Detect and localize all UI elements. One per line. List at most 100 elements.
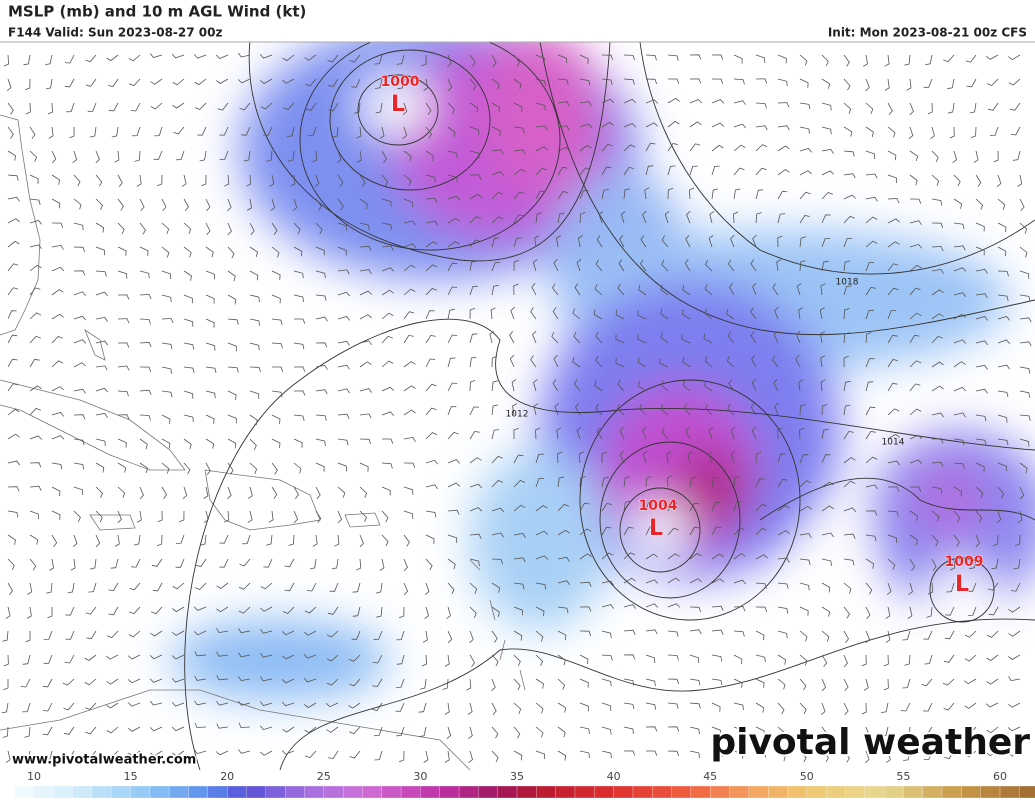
wind-barb <box>552 283 559 296</box>
wind-barb <box>205 198 211 212</box>
wind-barb <box>667 120 680 128</box>
wind-barb <box>579 476 586 488</box>
wind-barb <box>447 195 461 201</box>
wind-barb <box>249 222 255 235</box>
wind-barb <box>618 259 625 272</box>
wind-barb <box>260 606 273 612</box>
wind-barb <box>447 630 453 644</box>
wind-barb <box>513 678 521 691</box>
wind-barb <box>88 582 97 593</box>
wind-barb <box>193 630 207 636</box>
isobars <box>184 42 1035 770</box>
wind-barb <box>381 150 387 163</box>
wind-barb <box>95 270 107 277</box>
low-pressure: 1009 <box>945 554 984 570</box>
wind-barb <box>381 312 394 320</box>
wind-barb <box>1008 676 1021 682</box>
wind-barb <box>269 174 275 187</box>
wind-barb <box>623 654 636 660</box>
wind-barb <box>996 174 1002 188</box>
wind-barb <box>249 366 261 373</box>
wind-barb <box>117 486 126 498</box>
wind-barb <box>579 54 589 64</box>
wind-barb <box>425 288 437 296</box>
wind-barb <box>260 628 273 634</box>
wind-barb <box>533 378 538 392</box>
wind-barb <box>224 174 230 187</box>
wind-barb <box>425 459 439 465</box>
wind-barb <box>491 480 504 488</box>
colorbar-swatch <box>130 785 151 799</box>
wind-barb <box>887 218 900 224</box>
wind-barb <box>821 404 828 416</box>
wind-barb <box>667 527 679 536</box>
wind-barb <box>885 630 891 643</box>
wind-barb <box>535 555 549 560</box>
wind-barb <box>843 78 851 91</box>
wind-barb <box>906 78 912 91</box>
wind-barb <box>171 53 185 59</box>
wind-barb <box>667 603 681 608</box>
wind-barb <box>727 259 735 272</box>
wind-barb <box>535 125 548 131</box>
colorbar-tick-label: 45 <box>703 770 717 783</box>
wind-barb <box>7 582 13 595</box>
wind-barb <box>777 630 788 639</box>
wind-barb <box>128 726 141 732</box>
wind-barb <box>601 750 612 759</box>
wind-barb <box>535 453 544 464</box>
wind-barb <box>359 388 373 393</box>
wind-barb <box>359 269 372 275</box>
wind-barb <box>216 675 229 681</box>
wind-barb <box>887 382 898 392</box>
wind-barb <box>5 606 11 619</box>
wind-barb <box>403 558 408 572</box>
wind-barb <box>843 457 856 464</box>
colorbar-swatch <box>265 785 286 799</box>
wind-barb <box>337 316 351 321</box>
wind-barb <box>424 582 430 596</box>
colorbar-swatch <box>980 785 1001 799</box>
wind-barb <box>819 331 825 344</box>
wind-barb <box>688 187 695 200</box>
wind-barb <box>645 122 658 128</box>
wind-barb <box>491 455 503 464</box>
wind-barb <box>908 126 914 140</box>
wind-barb <box>799 480 812 488</box>
wind-barb <box>843 332 850 344</box>
wind-barb <box>513 214 524 224</box>
wind-barb <box>42 726 53 736</box>
wind-barb <box>557 529 570 536</box>
wind-barb <box>216 700 229 706</box>
wind-barb <box>992 534 999 547</box>
wind-barb <box>557 503 569 512</box>
wind-barb <box>689 629 702 635</box>
wind-barb <box>865 484 878 490</box>
wind-barb <box>924 654 933 665</box>
wind-barb <box>359 290 373 296</box>
wind-barb <box>161 222 170 234</box>
colorbar-swatch <box>285 785 306 799</box>
wind-barb <box>248 486 253 499</box>
wind-barb <box>821 170 834 176</box>
wind-barb <box>491 216 504 224</box>
wind-barb <box>327 606 339 615</box>
wind-barb <box>356 150 362 163</box>
wind-barb <box>931 313 944 320</box>
wind-barb <box>95 340 108 346</box>
wind-barb <box>711 629 724 635</box>
colorbar-swatch <box>478 785 499 799</box>
wind-barb <box>403 462 416 468</box>
wind-barb <box>733 476 740 488</box>
wind-barb <box>535 678 545 689</box>
wind-barb <box>843 173 856 179</box>
wind-barb <box>750 307 757 320</box>
wind-barb <box>139 246 149 256</box>
wind-barb <box>887 486 900 492</box>
wind-barb <box>730 234 735 248</box>
wind-barb <box>249 318 261 326</box>
wind-barb <box>689 578 702 584</box>
wind-barb <box>843 750 850 763</box>
wind-barb <box>348 654 361 662</box>
wind-barb <box>576 258 582 272</box>
